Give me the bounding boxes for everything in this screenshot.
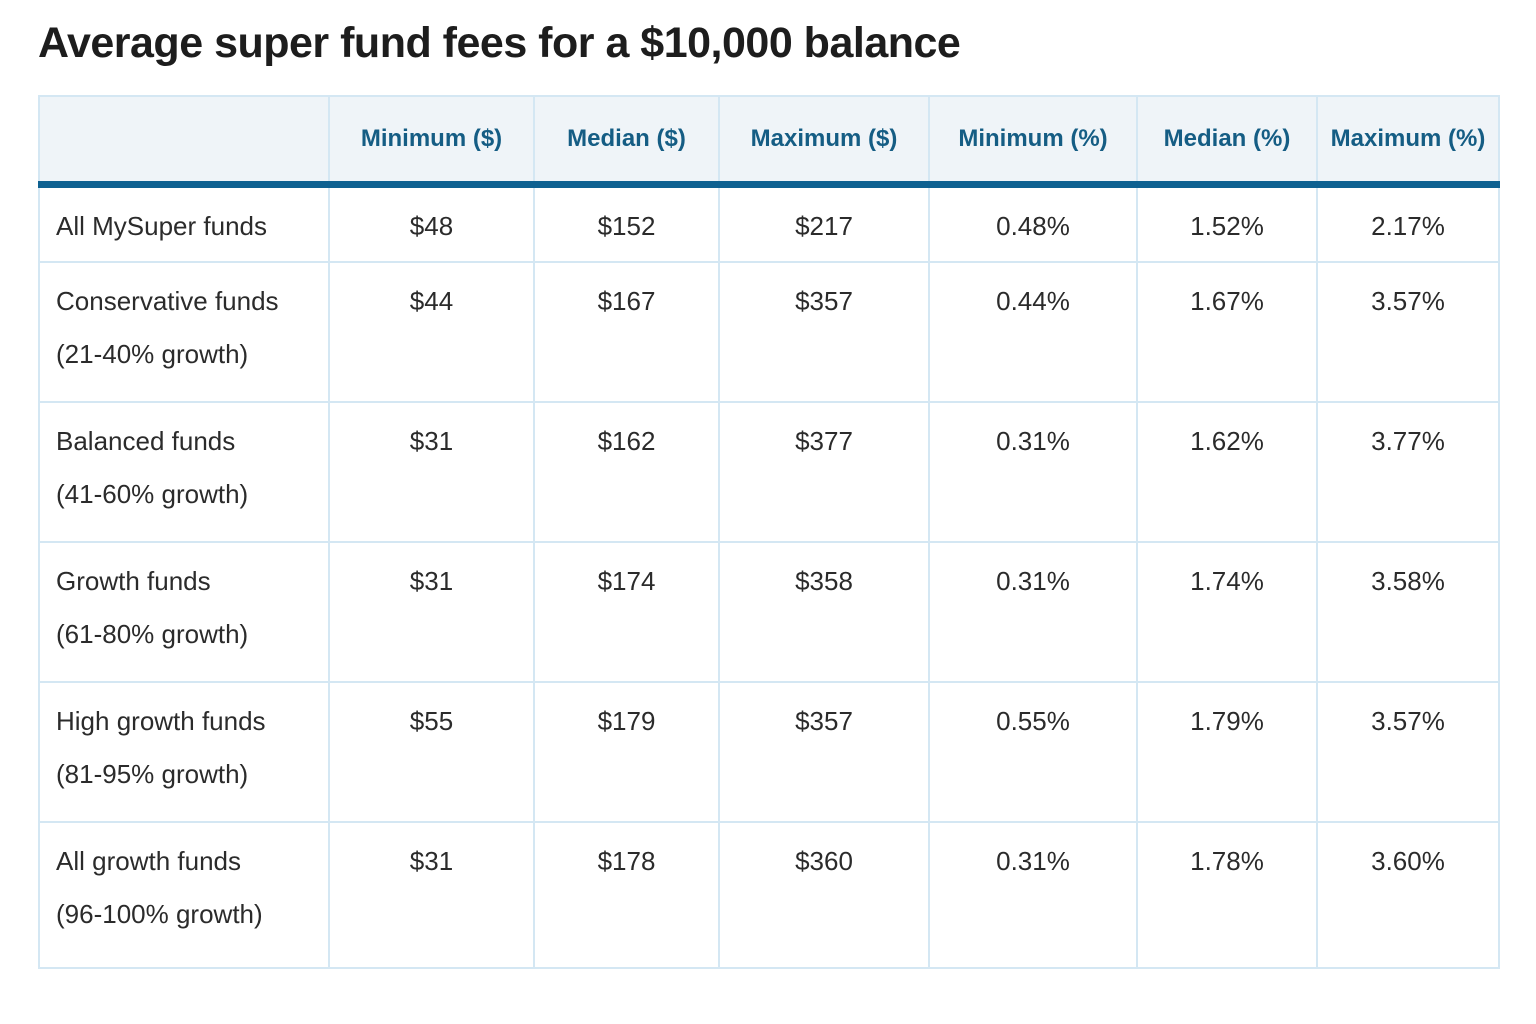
table-cell: 0.55%: [928, 681, 1138, 824]
table-cell: $31: [328, 401, 535, 544]
table-row: High growth funds (81-95% growth) $55 $1…: [38, 681, 1500, 824]
table-cell: $44: [328, 261, 535, 404]
table-cell: $31: [328, 821, 535, 970]
table-cell: 0.31%: [928, 541, 1138, 684]
table-cell: $360: [718, 821, 930, 970]
row-label: All growth funds: [56, 846, 241, 877]
row-label-cell: Growth funds (61-80% growth): [38, 541, 330, 684]
table-cell: 0.31%: [928, 821, 1138, 970]
table-cell: $162: [533, 401, 720, 544]
table-cell: 1.67%: [1136, 261, 1318, 404]
row-label-cell: Conservative funds (21-40% growth): [38, 261, 330, 404]
column-header-maximum-dollar: Maximum ($): [718, 95, 930, 188]
row-label-cell: Balanced funds (41-60% growth): [38, 401, 330, 544]
page-title: Average super fund fees for a $10,000 ba…: [38, 19, 961, 67]
table-cell: 1.78%: [1136, 821, 1318, 970]
table-cell: 2.17%: [1316, 183, 1500, 264]
column-header-maximum-pct: Maximum (%): [1316, 95, 1500, 188]
table-cell: 1.74%: [1136, 541, 1318, 684]
table-cell: 3.57%: [1316, 681, 1500, 824]
table-cell: 1.79%: [1136, 681, 1318, 824]
table-cell: $152: [533, 183, 720, 264]
row-label: Balanced funds: [56, 426, 236, 457]
table-cell: 3.58%: [1316, 541, 1500, 684]
table-cell: 0.31%: [928, 401, 1138, 544]
table-cell: $55: [328, 681, 535, 824]
table-row: All growth funds (96-100% growth) $31 $1…: [38, 821, 1500, 970]
column-header-minimum-pct: Minimum (%): [928, 95, 1138, 188]
column-header-blank: [38, 95, 330, 188]
row-sublabel: (81-95% growth): [56, 759, 249, 790]
table-cell: $357: [718, 261, 930, 404]
table-cell: 1.62%: [1136, 401, 1318, 544]
table-cell: $167: [533, 261, 720, 404]
fees-table: Minimum ($) Median ($) Maximum ($) Minim…: [38, 95, 1500, 970]
column-header-median-dollar: Median ($): [533, 95, 720, 188]
table-cell: $377: [718, 401, 930, 544]
column-header-minimum-dollar: Minimum ($): [328, 95, 535, 188]
table-cell: $174: [533, 541, 720, 684]
table-cell: 0.48%: [928, 183, 1138, 264]
table-header-row: Minimum ($) Median ($) Maximum ($) Minim…: [38, 95, 1500, 188]
table-cell: 3.77%: [1316, 401, 1500, 544]
table-cell: 3.57%: [1316, 261, 1500, 404]
row-label: High growth funds: [56, 706, 266, 737]
row-label-cell: High growth funds (81-95% growth): [38, 681, 330, 824]
table-row: Balanced funds (41-60% growth) $31 $162 …: [38, 401, 1500, 544]
table-row: All MySuper funds $48 $152 $217 0.48% 1.…: [38, 183, 1500, 264]
table-cell: 1.52%: [1136, 183, 1318, 264]
row-sublabel: (41-60% growth): [56, 479, 249, 510]
table-cell: $178: [533, 821, 720, 970]
table-row: Growth funds (61-80% growth) $31 $174 $3…: [38, 541, 1500, 684]
row-sublabel: (96-100% growth): [56, 899, 263, 930]
row-label: Growth funds: [56, 566, 211, 597]
table-cell: 0.44%: [928, 261, 1138, 404]
row-label: All MySuper funds: [56, 210, 267, 241]
table-row: Conservative funds (21-40% growth) $44 $…: [38, 261, 1500, 404]
row-sublabel: (61-80% growth): [56, 619, 249, 650]
table-cell: $357: [718, 681, 930, 824]
row-label: Conservative funds: [56, 286, 279, 317]
table-cell: $179: [533, 681, 720, 824]
row-label-cell: All growth funds (96-100% growth): [38, 821, 330, 970]
table-cell: $217: [718, 183, 930, 264]
table-cell: $31: [328, 541, 535, 684]
column-header-median-pct: Median (%): [1136, 95, 1318, 188]
table-cell: 3.60%: [1316, 821, 1500, 970]
row-label-cell: All MySuper funds: [38, 183, 330, 264]
table-cell: $358: [718, 541, 930, 684]
row-sublabel: (21-40% growth): [56, 339, 249, 370]
table-cell: $48: [328, 183, 535, 264]
